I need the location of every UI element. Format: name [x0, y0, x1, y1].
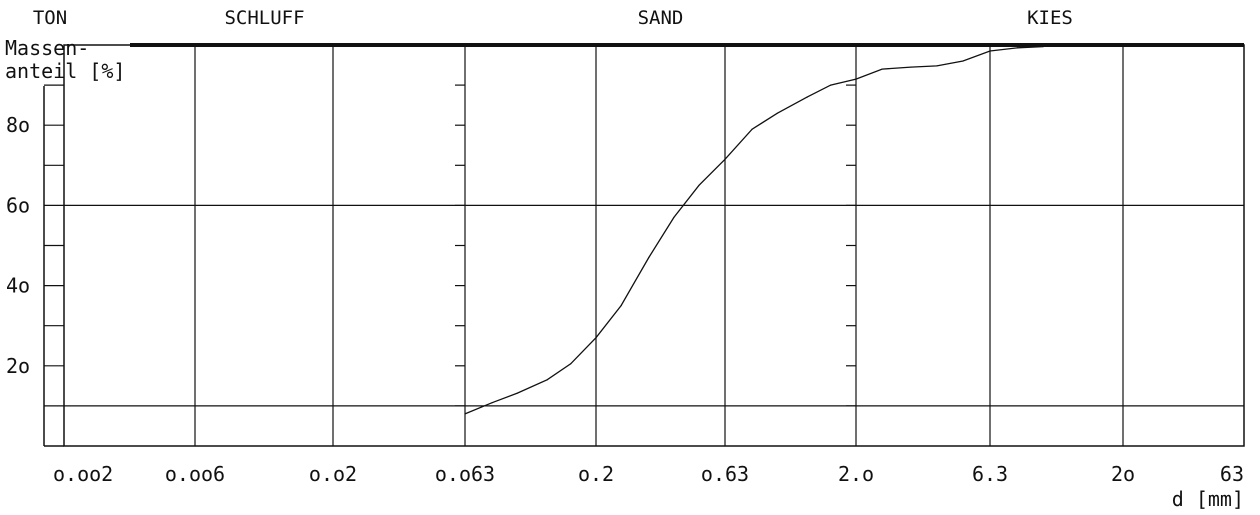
- x-tick-label: o.2: [578, 462, 614, 486]
- data-point: [620, 305, 622, 307]
- data-point: [516, 392, 518, 394]
- x-tick-label: 63: [1220, 462, 1244, 486]
- x-tick-label: 2o: [1111, 462, 1135, 486]
- data-point: [962, 60, 964, 62]
- x-tick-label: o.oo6: [165, 462, 225, 486]
- x-tick-label: o.o63: [435, 462, 495, 486]
- soil-class-header: KIES: [1027, 7, 1073, 29]
- data-point: [936, 65, 938, 67]
- y-tick-label: 2o: [6, 354, 30, 378]
- soil-class-header: SAND: [638, 7, 684, 29]
- data-point: [491, 402, 493, 404]
- x-tick-label: 2.o: [838, 462, 874, 486]
- data-point: [546, 379, 548, 381]
- curve-layer: [464, 45, 1044, 415]
- x-tick-label: o.oo2: [53, 462, 113, 486]
- y-tick-label: 4o: [6, 274, 30, 298]
- data-point: [806, 96, 808, 98]
- data-point: [595, 337, 597, 339]
- grain-size-curve: [464, 45, 1044, 415]
- plot-frame: [63, 44, 1245, 447]
- x-tick-label: o.o2: [309, 462, 357, 486]
- data-point: [570, 363, 572, 365]
- data-point: [830, 84, 832, 86]
- data-point: [910, 66, 912, 68]
- y-axis-label-line2: anteil [%]: [5, 59, 125, 83]
- x-tick-label: 6.3: [972, 462, 1008, 486]
- data-point: [1016, 47, 1019, 49]
- x-tick-label: o.63: [701, 462, 749, 486]
- y-tick-label: 6o: [6, 193, 30, 217]
- soil-class-header: TON: [33, 7, 67, 29]
- data-point: [673, 216, 675, 219]
- data-point: [698, 184, 700, 186]
- text-layer: Massen- anteil [%] d [mm] 2o 4o 6o 8o o.oo2 o…: [5, 7, 1244, 511]
- data-point: [881, 68, 883, 70]
- data-point: [776, 112, 778, 114]
- y-axis-label-line1: Massen-: [5, 36, 89, 60]
- grid-layer: [43, 43, 1245, 447]
- data-point: [751, 128, 753, 130]
- x-axis-label: d [mm]: [1172, 487, 1244, 511]
- data-point: [1042, 46, 1044, 48]
- data-point: [724, 158, 726, 160]
- soil-class-header: SCHLUFF: [224, 7, 304, 29]
- data-point: [648, 256, 650, 259]
- data-point: [464, 413, 466, 415]
- data-point: [989, 50, 991, 52]
- data-point: [855, 78, 857, 80]
- y-tick-label: 8o: [6, 113, 30, 137]
